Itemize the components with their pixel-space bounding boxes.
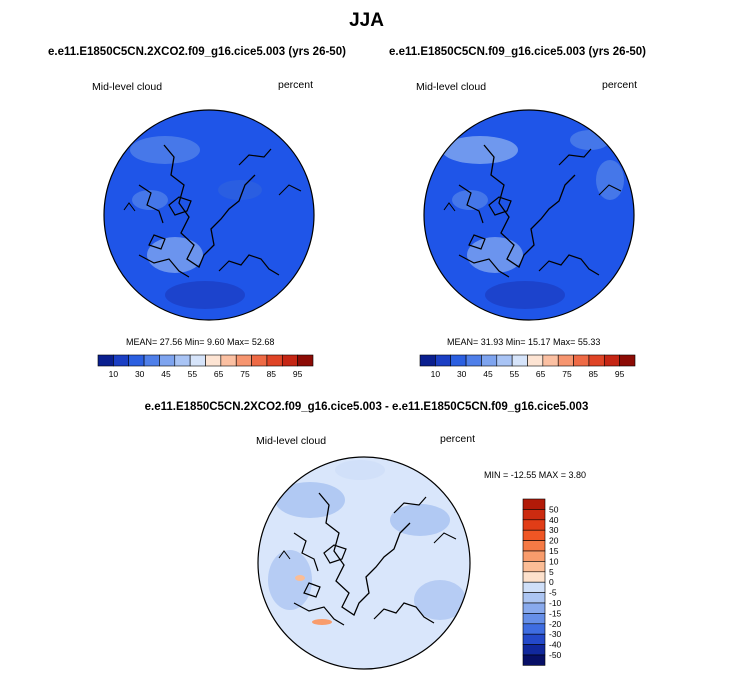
colorbar-swatch [97,354,114,367]
panel1-variable-label: Mid-level cloud [92,81,163,93]
panel2-units-label: percent [602,79,638,91]
panel1-stats: MEAN= 27.56 Min= 9.60 Max= 52.68 [126,337,275,347]
diff-stats: MIN = -12.55 MAX = 3.80 [484,470,587,480]
diff-colorbar-tick-label: -20 [549,619,562,629]
colorbar-swatch [588,354,605,367]
colorbar-tick-label: 65 [536,369,546,379]
colorbar-swatch [619,354,636,367]
panel2-case-title: e.e11.E1850C5CN.f09_g16.cice5.003 (yrs 2… [389,46,647,58]
colorbar-swatch [159,354,176,367]
colorbar-swatch [481,354,498,367]
diff-colorbar-swatch [522,581,546,593]
diff-units-label: percent [440,433,476,445]
panel1-map [103,109,315,321]
diff-colorbar-tick-label: 0 [549,577,554,587]
diff-colorbar-swatch [522,519,546,531]
colorbar-tick-label: 55 [510,369,520,379]
diff-colorbar-swatch [522,592,546,604]
colorbar-swatch [128,354,145,367]
diff-colorbar-swatch [522,561,546,573]
diff-variable-label: Mid-level cloud [256,435,327,447]
colorbar-tick-label: 85 [267,369,277,379]
panel2-colorbar: 10 30 45 55 65 75 85 95 [419,354,636,379]
colorbar-tick-label: 75 [240,369,250,379]
diff-colorbar-tick-label: -40 [549,640,562,650]
diff-colorbar-swatch [522,550,546,562]
diff-colorbar-swatch [522,633,546,645]
colorbar-tick-label: 30 [135,369,145,379]
colorbar-swatch [189,354,206,367]
colorbar-swatch [465,354,482,367]
colorbar-tick-label: 45 [483,369,493,379]
colorbar-tick-label: 95 [293,369,303,379]
colorbar-swatch [511,354,528,367]
diff-colorbar-tick-label: -50 [549,650,562,660]
colorbar-tick-label: 30 [457,369,467,379]
colorbar-tick-label: 85 [589,369,599,379]
diff-colorbar-tick-label: 20 [549,536,559,546]
colorbar-swatch [251,354,268,367]
diff-colorbar-swatch [522,644,546,656]
panel1-units-label: percent [278,79,314,91]
diff-colorbar-swatch [522,613,546,625]
colorbar-swatch [174,354,191,367]
page-title: JJA [349,10,384,31]
panel1-case-title: e.e11.E1850C5CN.2XCO2.f09_g16.cice5.003 … [48,46,346,58]
colorbar-swatch [435,354,452,367]
colorbar-swatch [603,354,620,367]
diff-colorbar-swatch [522,654,546,666]
colorbar-tick-label: 75 [562,369,572,379]
colorbar-tick-label: 10 [109,369,119,379]
colorbar-tick-label: 45 [161,369,171,379]
diff-colorbar-tick-label: -30 [549,629,562,639]
colorbar-tick-label: 10 [431,369,441,379]
colorbar-swatch [113,354,130,367]
diff-title: e.e11.E1850C5CN.2XCO2.f09_g16.cice5.003 … [144,401,589,413]
diff-colorbar-swatch [522,602,546,614]
diff-colorbar-tick-label: 40 [549,515,559,525]
diff-colorbar-swatch [522,509,546,521]
diff-colorbar-swatch [522,623,546,635]
diff-colorbar-swatch [522,498,546,510]
colorbar-swatch [143,354,160,367]
colorbar-swatch [573,354,590,367]
panel2-stats: MEAN= 31.93 Min= 15.17 Max= 55.33 [447,337,601,347]
colorbar-swatch [220,354,237,367]
diff-map [257,456,471,670]
diff-colorbar-tick-label: -10 [549,598,562,608]
colorbar-swatch [557,354,574,367]
colorbar-swatch [527,354,544,367]
diff-colorbar-tick-label: 50 [549,504,559,514]
colorbar-swatch [235,354,252,367]
diff-colorbar-swatch [522,540,546,552]
diff-colorbar-tick-label: 10 [549,556,559,566]
panel2-variable-label: Mid-level cloud [416,81,487,93]
diff-colorbar-tick-label: -5 [549,588,557,598]
diff-colorbar-swatch [522,529,546,541]
colorbar-swatch [297,354,314,367]
colorbar-swatch [496,354,513,367]
colorbar-swatch [542,354,559,367]
diff-colorbar-tick-label: 5 [549,567,554,577]
diff-colorbar-swatch [522,571,546,583]
colorbar-tick-label: 65 [214,369,224,379]
colorbar-swatch [450,354,467,367]
diff-colorbar-tick-label: 15 [549,546,559,556]
diff-colorbar-tick-label: 30 [549,525,559,535]
panel2-map [423,109,635,321]
colorbar-swatch [281,354,298,367]
diff-colorbar-tick-label: -15 [549,608,562,618]
colorbar-swatch [266,354,283,367]
colorbar-tick-label: 95 [615,369,625,379]
colorbar-tick-label: 55 [188,369,198,379]
colorbar-swatch [205,354,222,367]
colorbar-swatch [419,354,436,367]
panel1-colorbar: 10 30 45 55 65 75 85 95 [97,354,314,379]
